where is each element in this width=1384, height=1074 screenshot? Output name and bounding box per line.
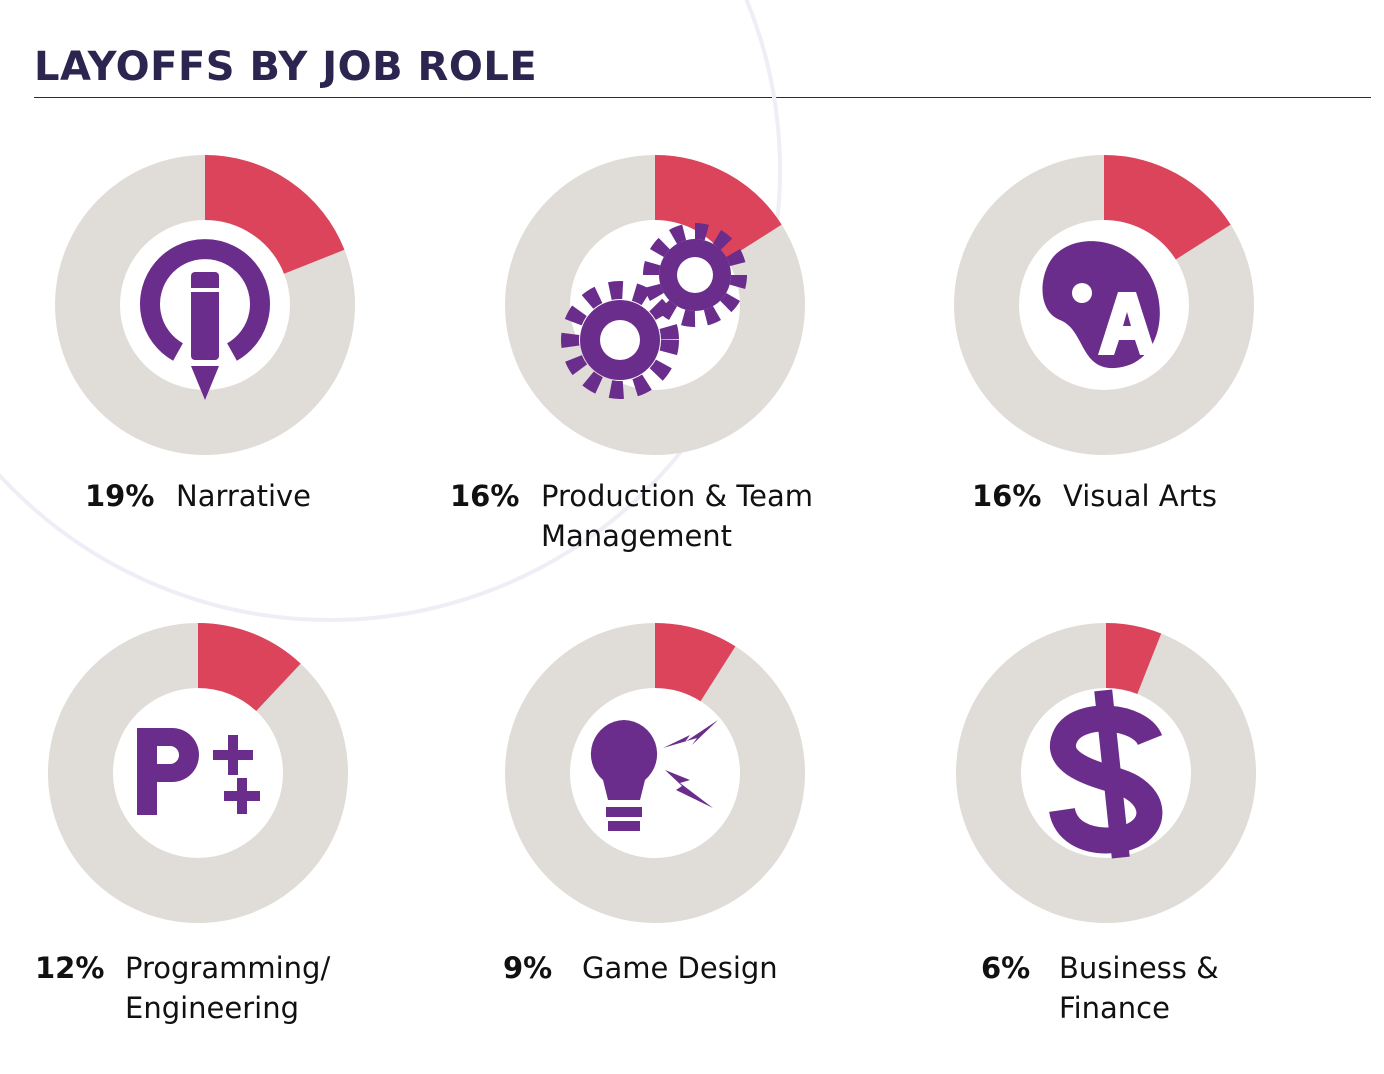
background-arc (0, 0, 782, 622)
category-label: Narrative (176, 479, 312, 513)
value-label: 9% (503, 951, 553, 985)
gears-icon (561, 223, 747, 399)
bulb-icon (590, 720, 718, 831)
programming-icon (137, 728, 260, 815)
icons (137, 223, 1163, 859)
donut-segment (203, 155, 345, 275)
donut-layer (48, 155, 1256, 923)
title: LAYOFFS BY JOB ROLE (34, 44, 538, 90)
value-label: 16% (450, 479, 520, 513)
category-label: Business & Finance (1059, 951, 1219, 1025)
donut-track (48, 623, 348, 923)
narrative-icon (140, 239, 270, 400)
category-label: Visual Arts (1063, 479, 1218, 513)
palette-icon (1042, 241, 1160, 369)
category-label: Programming/ Engineering (125, 951, 331, 1025)
donut-segment (653, 155, 782, 261)
dollar-icon (1049, 689, 1163, 859)
donut-track (505, 623, 805, 923)
value-label: 6% (981, 951, 1031, 985)
title-rule (34, 97, 1371, 98)
value-label: 16% (972, 479, 1042, 513)
donut-segment (1104, 623, 1162, 695)
donut-segment (196, 623, 301, 712)
value-label: 19% (85, 479, 155, 513)
donut-segment (653, 623, 736, 702)
category-label: Production & Team Management (541, 479, 813, 553)
donut-segment (1102, 155, 1231, 261)
value-label: 12% (35, 951, 105, 985)
category-label: Game Design (582, 951, 778, 985)
